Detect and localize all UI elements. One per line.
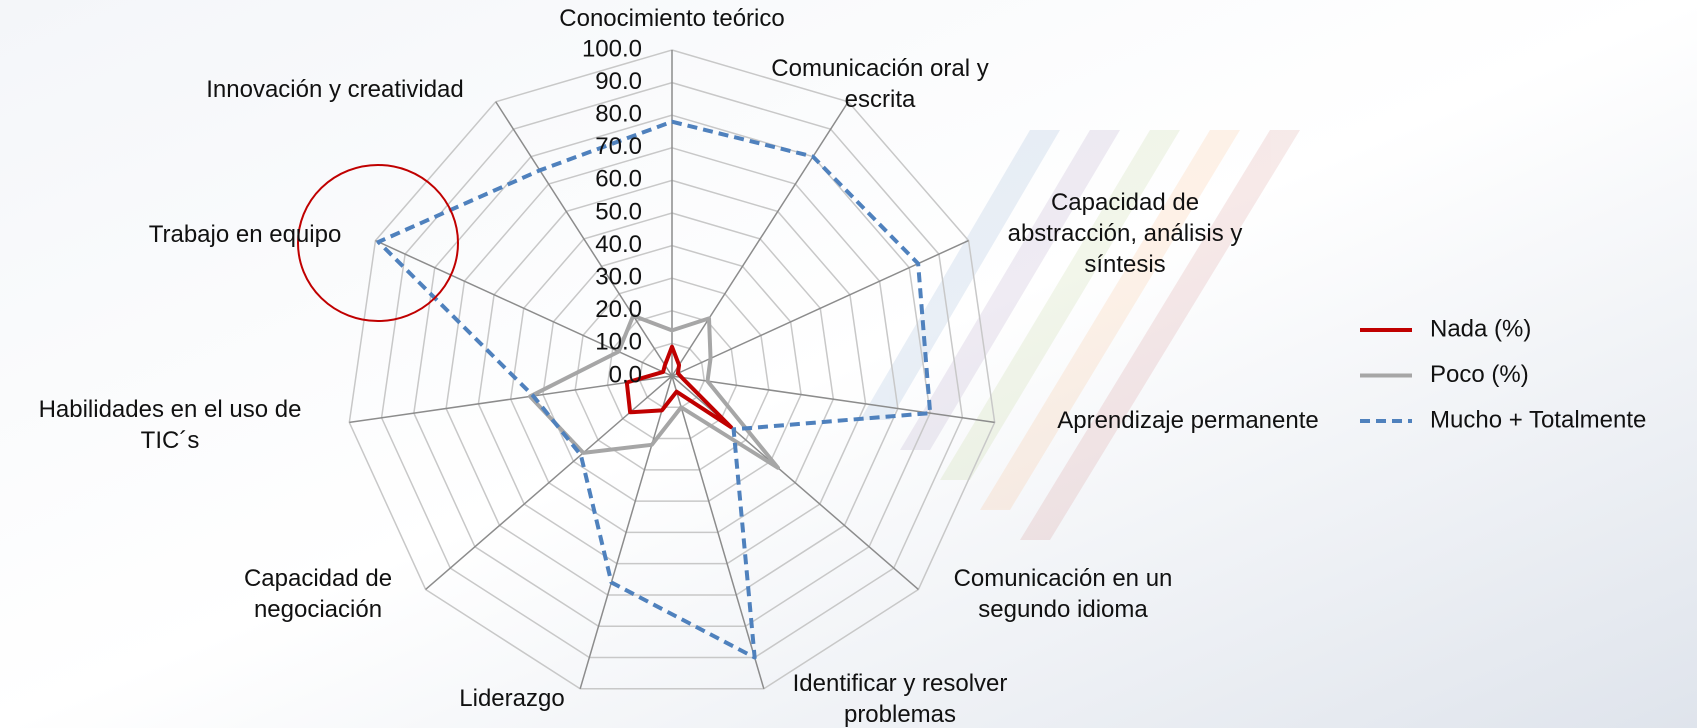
grid: [348, 49, 996, 690]
series-line: [528, 313, 780, 470]
r-tick-label: 70.0: [595, 133, 642, 160]
category-label: Innovación y creatividad: [206, 76, 463, 103]
spoke: [495, 101, 673, 377]
grid-ring: [638, 342, 706, 409]
grid-ring: [348, 49, 996, 690]
labels: 0.0 10.0 20.0 30.0 40.0 50.0 60.0 70.0 80.0 90.0 1…: [39, 5, 1647, 728]
category-label: Capacidad de abstracción, análisis y sínte…: [1008, 189, 1243, 278]
r-tick-label: 30.0: [595, 264, 642, 291]
grid-ring: [574, 277, 770, 471]
spoke: [375, 239, 673, 377]
grid-ring: [509, 212, 835, 534]
grid-ring: [542, 244, 802, 502]
spoke: [579, 375, 673, 690]
spoke: [671, 375, 995, 424]
category-label: Habilidades en el uso de TIC´s: [39, 396, 302, 454]
legend-label: Nada (%): [1430, 315, 1531, 342]
spoke: [671, 375, 765, 690]
category-label: Comunicación en un segundo idioma: [954, 565, 1173, 623]
category-label: Identificar y resolver problemas: [793, 670, 1008, 728]
r-tick-label: 40.0: [595, 231, 642, 258]
r-tick-label: 60.0: [595, 166, 642, 193]
r-tick-label: 100.0: [582, 35, 642, 62]
series-line: [624, 344, 734, 430]
r-tick-label: 80.0: [595, 101, 642, 128]
r-tick-label: 90.0: [595, 68, 642, 95]
series-line: [376, 119, 933, 660]
category-label: Conocimiento teórico: [559, 5, 784, 32]
spoke: [671, 101, 849, 377]
r-tick-label: 10.0: [595, 329, 642, 356]
r-tick-label: 20.0: [595, 296, 642, 323]
grid-ring: [445, 147, 899, 596]
grid-ring: [413, 114, 931, 627]
grid-ring: [380, 81, 964, 659]
legend-label: Mucho + Totalmente: [1430, 406, 1646, 433]
category-label: Aprendizaje permanente: [1057, 407, 1319, 434]
spoke: [349, 375, 673, 424]
marks: [376, 119, 933, 660]
grid-ring: [477, 179, 867, 565]
legend-label: Poco (%): [1430, 361, 1529, 388]
category-label: Liderazgo: [459, 685, 564, 712]
highlight-circle: [297, 164, 459, 322]
grid-ring: [606, 310, 738, 440]
category-label: Comunicación oral y escrita: [771, 55, 988, 113]
category-label: Capacidad de negociación: [244, 565, 392, 623]
decoration: [860, 130, 1300, 540]
r-tick-label: 0.0: [609, 361, 642, 388]
r-tick-label: 50.0: [595, 198, 642, 225]
category-label: Trabajo en equipo: [149, 221, 342, 248]
